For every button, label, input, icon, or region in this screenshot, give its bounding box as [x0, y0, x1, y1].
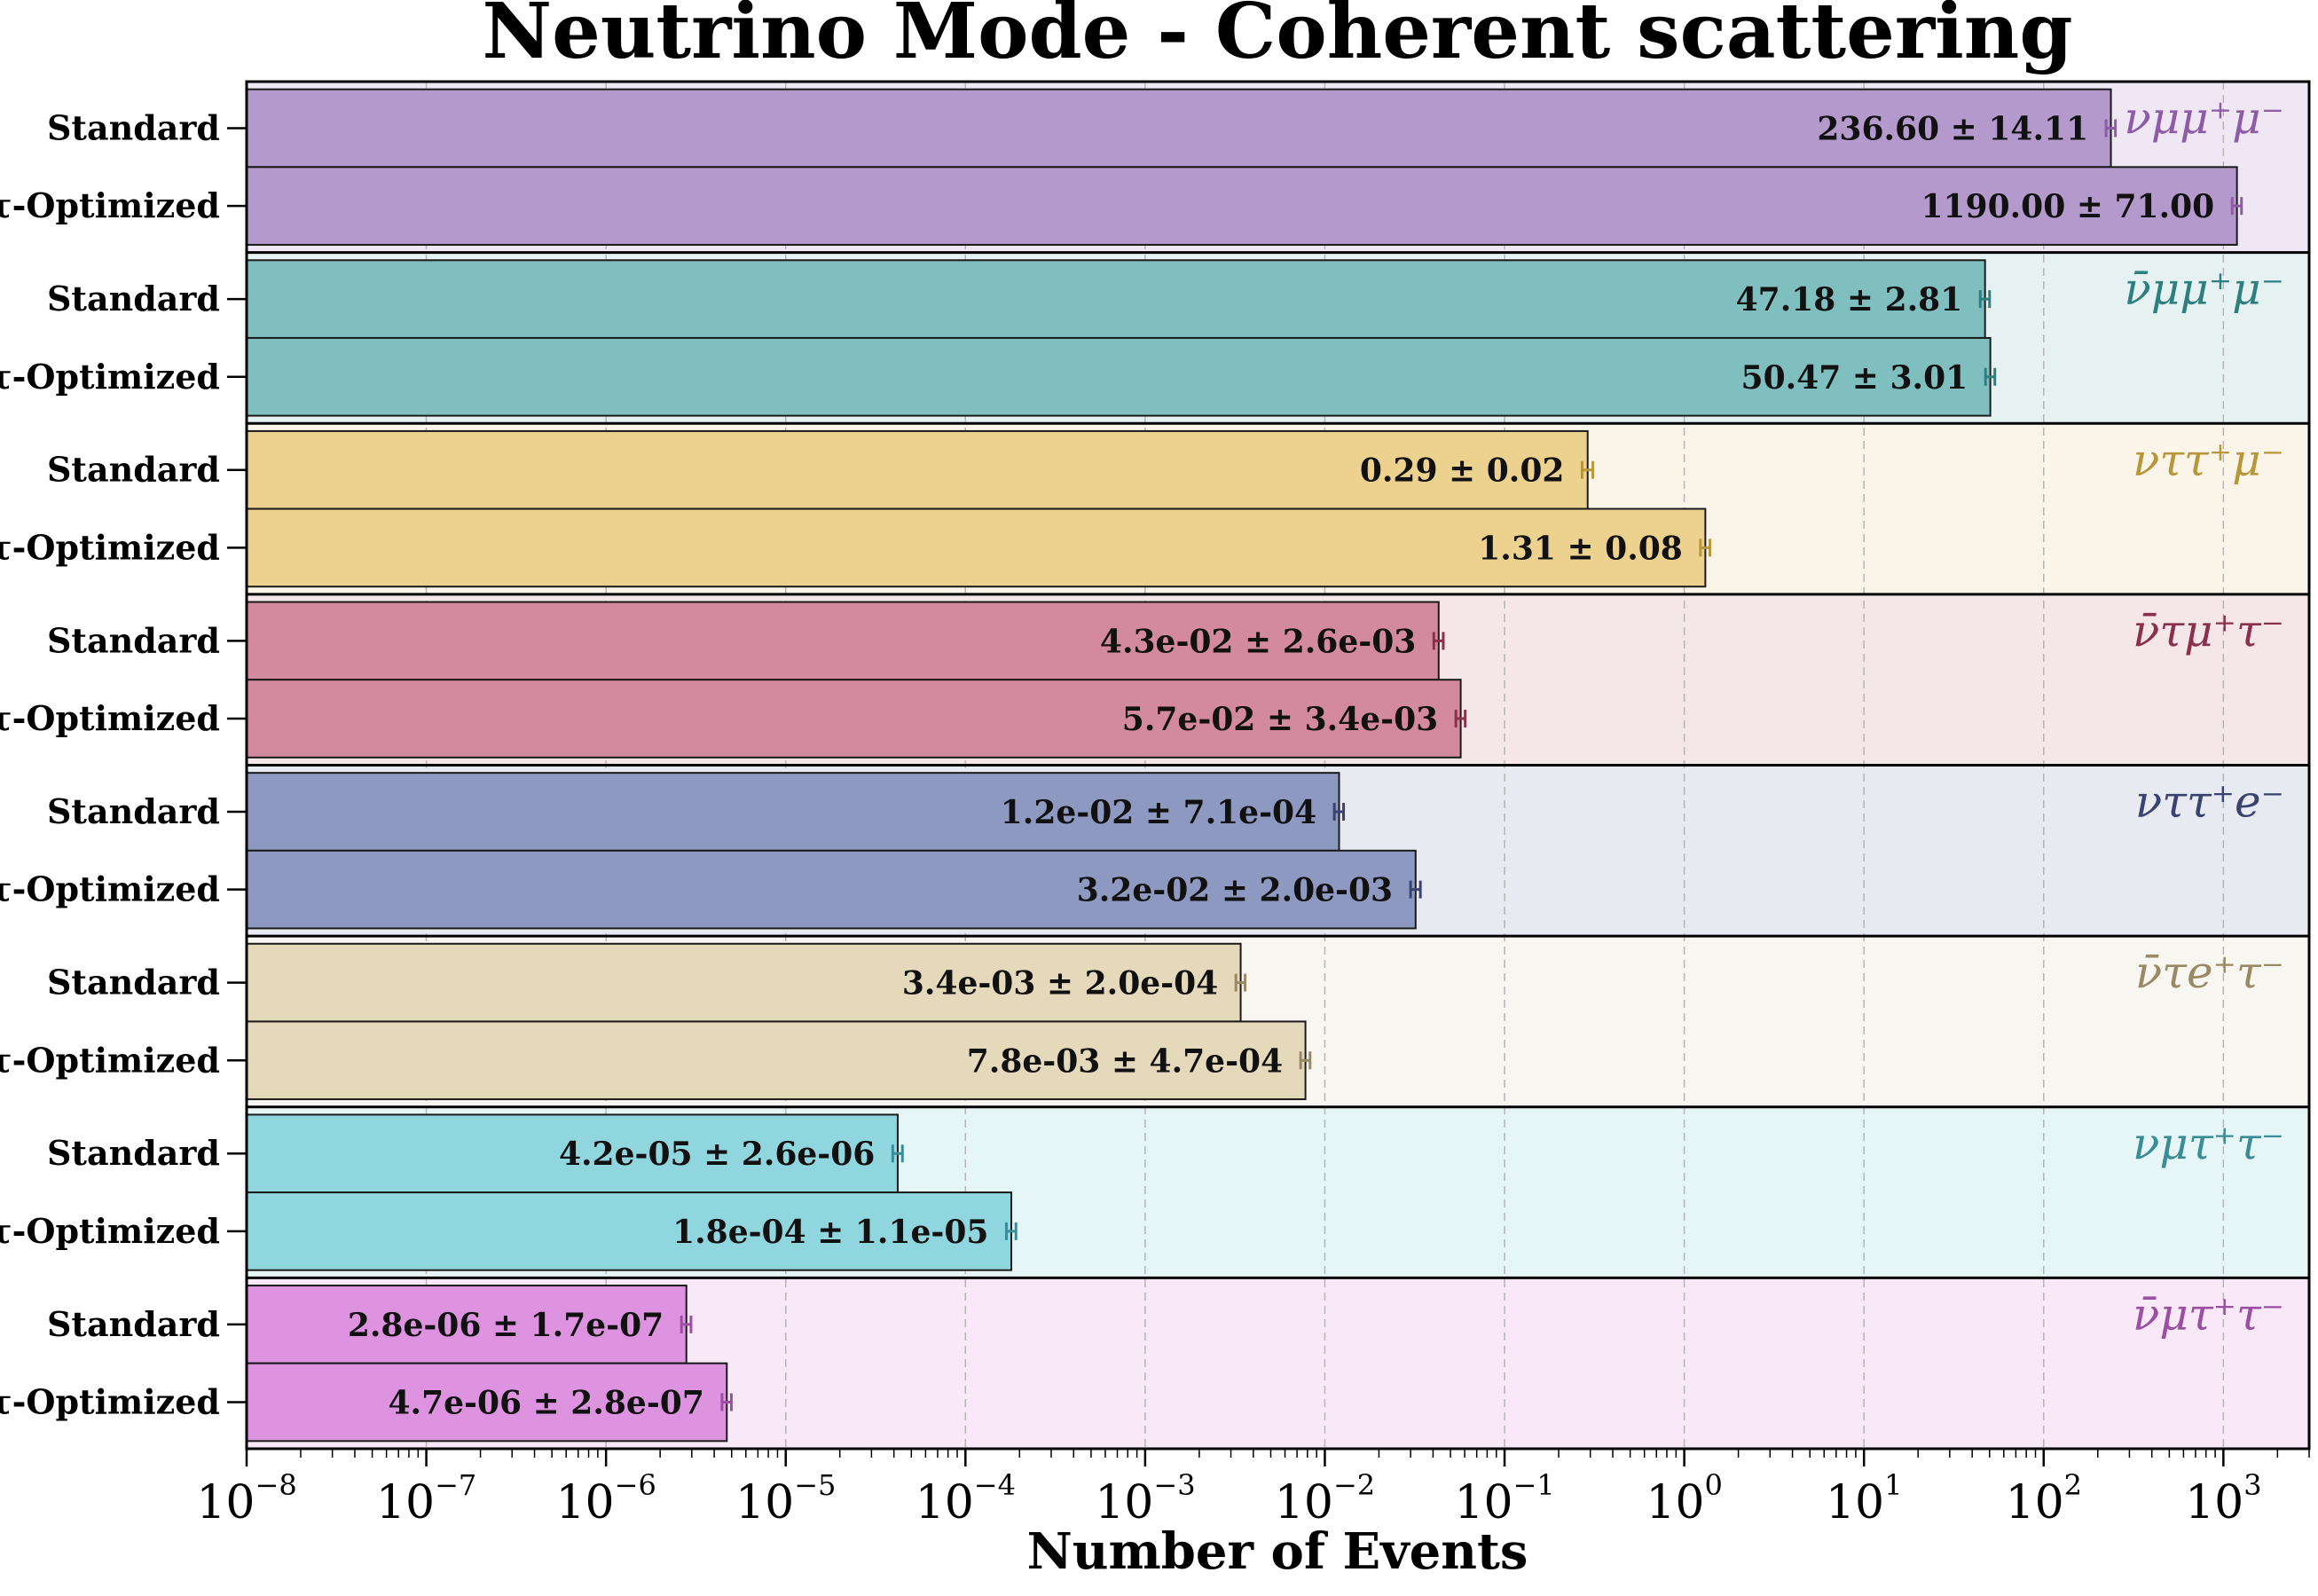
x-tick-label: 101	[1826, 1468, 1903, 1529]
bar-value-label: 3.4e-03 ± 2.0e-04	[902, 965, 1218, 1002]
y-axis: Standard τ-Optimized Standard τ-Optimized St…	[0, 107, 247, 1422]
bar	[246, 1285, 688, 1364]
bar-value-label: 236.60 ± 14.11	[1817, 110, 2088, 147]
bar	[246, 507, 1707, 588]
x-tick-label: 100	[1646, 1468, 1723, 1529]
y-tick-label: Standard	[47, 963, 220, 1002]
bar	[246, 88, 2112, 169]
bar-value-label: 47.18 ± 2.81	[1736, 281, 1963, 318]
bar-value-label: 1190.00 ± 71.00	[1921, 188, 2214, 225]
y-tick-label: τ-Optimized	[0, 1040, 220, 1080]
error-bar	[1580, 460, 1595, 479]
error-bar	[2230, 197, 2243, 216]
x-tick-label: 102	[2006, 1468, 2083, 1529]
bar	[246, 772, 1340, 852]
y-tick-label: τ-Optimized	[0, 185, 220, 225]
y-tick-label: Standard	[47, 107, 220, 147]
bar-value-label: 0.29 ± 0.02	[1360, 452, 1565, 490]
y-tick-label: τ-Optimized	[0, 869, 220, 909]
bar	[246, 679, 1462, 759]
y-tick-label: τ-Optimized	[0, 698, 220, 738]
x-tick-label: 10−4	[915, 1468, 1016, 1529]
bar	[246, 259, 1986, 339]
process-label: νμτ⁺τ⁻	[2133, 1118, 2284, 1169]
bar	[246, 849, 1417, 930]
y-tick-label: τ-Optimized	[0, 1211, 220, 1251]
bar	[246, 1362, 728, 1443]
x-tick-label: 10−7	[376, 1468, 476, 1529]
process-label: νμμ⁺μ⁻	[2124, 92, 2284, 144]
x-axis: 10−8 10−7 10−6 10−5 10−4 10−3 10−2 10−1 100 101 10…	[196, 1449, 2310, 1529]
y-tick-label: Standard	[47, 1133, 220, 1173]
bar-value-label: 2.8e-06 ± 1.7e-07	[348, 1307, 664, 1344]
bar-value-label: 5.7e-02 ± 3.4e-03	[1122, 701, 1438, 738]
error-bar	[680, 1315, 693, 1333]
group-separators	[247, 251, 2309, 1279]
process-label: νττ⁺μ⁻	[2133, 434, 2284, 485]
error-bar	[1978, 290, 1992, 309]
x-axis-label: Number of Events	[1027, 1522, 1528, 1581]
error-bar	[1984, 367, 1997, 386]
error-bar	[1332, 802, 1346, 821]
y-tick-label: τ-Optimized	[0, 527, 220, 567]
error-bar	[1699, 539, 1712, 557]
process-label: ν̄μτ⁺τ⁻	[2133, 1288, 2284, 1340]
y-tick-label: Standard	[47, 279, 220, 318]
error-bar	[1409, 880, 1422, 899]
error-bar	[1234, 973, 1247, 992]
x-tick-label: 103	[2185, 1468, 2262, 1529]
error-bar	[1454, 710, 1467, 728]
error-bar	[1299, 1051, 1312, 1070]
y-tick-label: τ-Optimized	[0, 357, 220, 397]
bars: 236.60 ± 14.11 1190.00 ± 71.00 νμμ⁺μ⁻ 47.18…	[246, 88, 2284, 1443]
bar	[246, 1020, 1307, 1101]
error-bar	[1004, 1222, 1018, 1240]
bar-value-label: 1.8e-04 ± 1.1e-05	[672, 1214, 988, 1251]
y-tick-label: Standard	[47, 620, 220, 660]
error-bar	[2104, 119, 2118, 138]
bar	[246, 336, 1992, 417]
y-tick-label: Standard	[47, 450, 220, 490]
bar-value-label: 3.2e-02 ± 2.0e-03	[1077, 872, 1393, 909]
plot-frame	[245, 80, 2311, 1451]
y-tick-label: τ-Optimized	[0, 1382, 220, 1422]
process-label: ν̄τμ⁺τ⁻	[2133, 605, 2284, 656]
error-bar	[720, 1393, 733, 1411]
chart-title: Neutrino Mode - Coherent scattering	[483, 0, 2073, 76]
x-tick-label: 10−1	[1454, 1468, 1554, 1529]
bar-value-label: 4.2e-05 ± 2.6e-06	[559, 1136, 875, 1173]
error-bar	[891, 1144, 904, 1163]
bar-value-label: 1.2e-02 ± 7.1e-04	[1001, 794, 1316, 831]
x-tick-label: 10−2	[1275, 1468, 1375, 1529]
bar	[246, 601, 1440, 681]
x-tick-label: 10−5	[735, 1468, 836, 1529]
bar-value-label: 4.7e-06 ± 2.8e-07	[389, 1385, 704, 1422]
process-label: ν̄τe⁺τ⁻	[2135, 947, 2284, 998]
x-tick-label: 10−6	[555, 1468, 656, 1529]
process-label: νττ⁺e⁻	[2135, 776, 2284, 828]
bar-value-label: 7.8e-03 ± 4.7e-04	[967, 1042, 1283, 1080]
process-label: ν̄μμ⁺μ⁻	[2124, 263, 2284, 315]
bar-value-label: 4.3e-02 ± 2.6e-03	[1100, 623, 1416, 660]
error-bar	[1432, 632, 1445, 650]
bar-value-label: 1.31 ± 0.08	[1478, 530, 1683, 567]
y-tick-label: Standard	[47, 1304, 220, 1344]
x-tick-label: 10−8	[196, 1468, 296, 1529]
bar-value-label: 50.47 ± 3.01	[1741, 359, 1968, 397]
bar	[246, 942, 1242, 1023]
y-tick-label: Standard	[47, 791, 220, 831]
x-tick-label: 10−3	[1095, 1468, 1195, 1529]
